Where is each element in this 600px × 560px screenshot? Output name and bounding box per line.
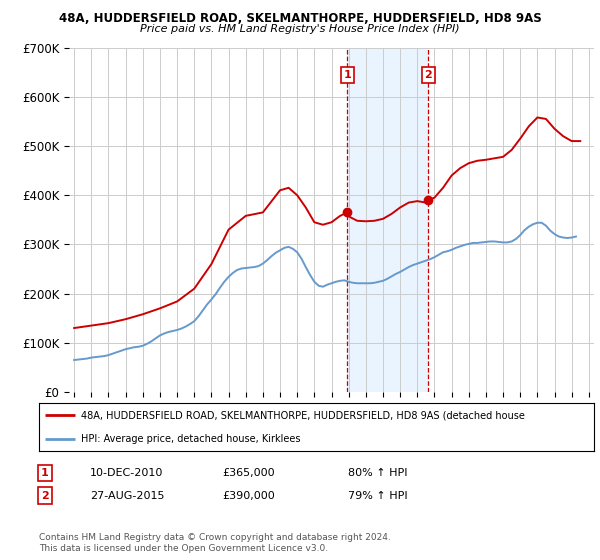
Text: 10-DEC-2010: 10-DEC-2010 (90, 468, 163, 478)
Text: 48A, HUDDERSFIELD ROAD, SKELMANTHORPE, HUDDERSFIELD, HD8 9AS: 48A, HUDDERSFIELD ROAD, SKELMANTHORPE, H… (59, 12, 541, 25)
Text: 2: 2 (425, 70, 433, 80)
Text: Price paid vs. HM Land Registry's House Price Index (HPI): Price paid vs. HM Land Registry's House … (140, 24, 460, 34)
Text: 2: 2 (41, 491, 49, 501)
Text: 48A, HUDDERSFIELD ROAD, SKELMANTHORPE, HUDDERSFIELD, HD8 9AS (detached house: 48A, HUDDERSFIELD ROAD, SKELMANTHORPE, H… (80, 410, 524, 420)
Text: £365,000: £365,000 (222, 468, 275, 478)
Text: 1: 1 (343, 70, 351, 80)
Text: 27-AUG-2015: 27-AUG-2015 (90, 491, 164, 501)
Bar (347, 48, 428, 392)
Text: 80% ↑ HPI: 80% ↑ HPI (348, 468, 407, 478)
Text: Contains HM Land Registry data © Crown copyright and database right 2024.
This d: Contains HM Land Registry data © Crown c… (39, 533, 391, 553)
Text: £390,000: £390,000 (222, 491, 275, 501)
Text: 79% ↑ HPI: 79% ↑ HPI (348, 491, 407, 501)
Text: 1: 1 (41, 468, 49, 478)
Text: HPI: Average price, detached house, Kirklees: HPI: Average price, detached house, Kirk… (80, 434, 300, 444)
